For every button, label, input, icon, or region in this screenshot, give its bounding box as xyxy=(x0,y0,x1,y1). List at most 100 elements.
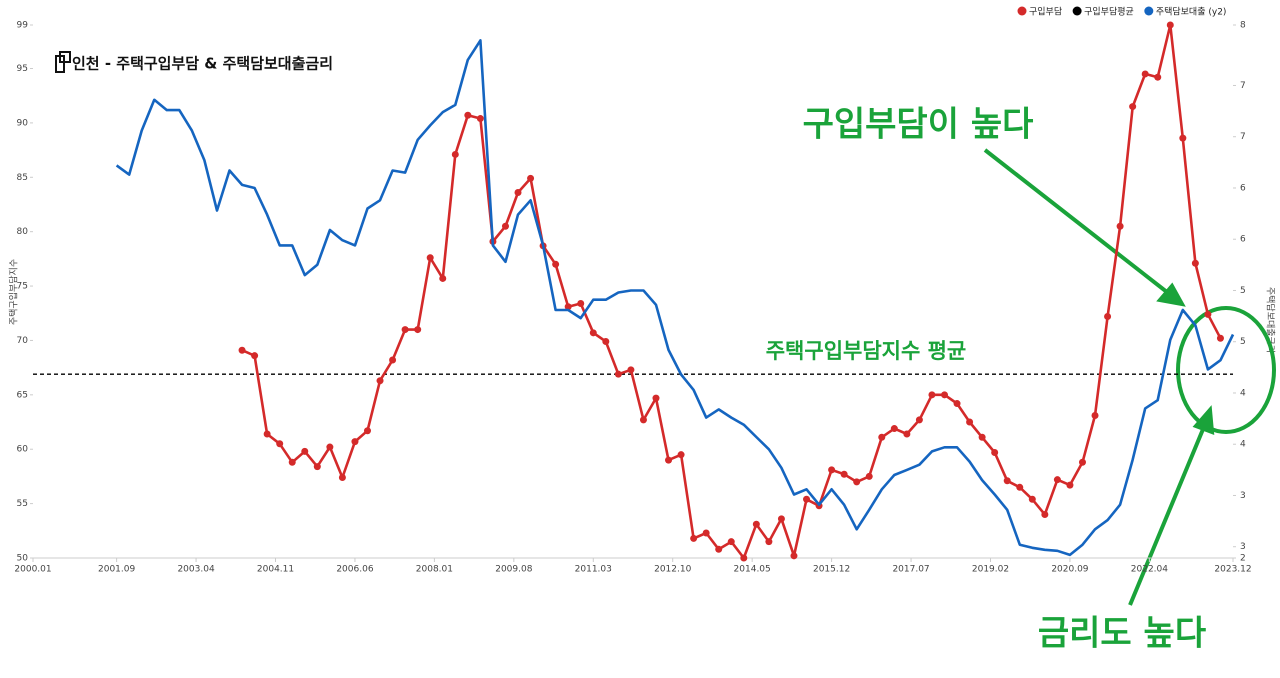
average-label: 주택구입부담지수 평균 xyxy=(766,339,967,363)
x-tick-label: 2023.12 xyxy=(1214,565,1251,575)
point xyxy=(301,447,309,455)
point xyxy=(853,478,861,486)
y2-tick-label: 4 xyxy=(1240,388,1246,398)
point xyxy=(326,443,334,451)
point xyxy=(1166,21,1174,29)
series-line xyxy=(241,23,1222,560)
point xyxy=(338,474,346,482)
title-icon xyxy=(55,51,71,73)
point xyxy=(1129,103,1137,111)
point xyxy=(1028,495,1036,503)
point xyxy=(652,394,660,402)
point xyxy=(313,463,321,471)
point xyxy=(1179,134,1187,142)
y2-tick-label: 6 xyxy=(1240,183,1246,193)
point xyxy=(527,174,535,182)
x-tick-label: 2014.05 xyxy=(734,565,771,575)
point xyxy=(790,552,798,560)
x-tick-label: 2009.08 xyxy=(495,565,532,575)
point xyxy=(589,329,597,337)
point xyxy=(1141,70,1149,78)
point xyxy=(351,438,359,446)
point xyxy=(476,115,484,123)
legend-label: 구입부담평균 xyxy=(1084,6,1134,18)
point xyxy=(627,366,635,374)
y2-tick-label: 3 xyxy=(1240,491,1246,501)
point xyxy=(263,430,271,438)
highlight-circle xyxy=(1176,306,1276,434)
point xyxy=(665,456,673,464)
point xyxy=(1216,334,1224,342)
chart-title: 인천 - 주택구입부담 & 주택담보대출금리 xyxy=(72,55,333,73)
point xyxy=(577,299,585,307)
arrow-head xyxy=(1156,282,1186,307)
y2-tick-label: 8 xyxy=(1240,21,1246,31)
legend: 구입부담 구입부담평균 주택담보대출 (y2) xyxy=(1017,6,1227,18)
point xyxy=(1041,510,1049,518)
x-tick-label: 2020.09 xyxy=(1051,565,1088,575)
x-tick-label: 2017.07 xyxy=(892,565,929,575)
point xyxy=(1154,73,1162,81)
point xyxy=(940,391,948,399)
x-tick-label: 2022.04 xyxy=(1131,565,1168,575)
point xyxy=(828,466,836,474)
point xyxy=(915,416,923,424)
point xyxy=(1066,481,1074,489)
arrow xyxy=(1128,421,1208,606)
point xyxy=(1078,458,1086,466)
point xyxy=(978,433,986,441)
point xyxy=(552,260,560,268)
legend-label: 주택담보대출 (y2) xyxy=(1156,6,1227,18)
point xyxy=(363,427,371,435)
legend-swatch xyxy=(1144,6,1154,16)
point xyxy=(251,352,259,360)
legend-swatch xyxy=(1017,6,1027,16)
x-tick-label: 2006.06 xyxy=(336,565,373,575)
point xyxy=(401,326,409,334)
point xyxy=(464,111,472,119)
point xyxy=(903,430,911,438)
point xyxy=(389,356,397,364)
point xyxy=(276,440,284,448)
point xyxy=(865,472,873,480)
point xyxy=(752,520,760,528)
point xyxy=(890,425,898,433)
x-tick-label: 2001.09 xyxy=(98,565,135,575)
point xyxy=(514,189,522,197)
point xyxy=(1003,477,1011,485)
point xyxy=(1053,476,1061,484)
y-tick-label: 95 xyxy=(17,64,28,74)
point xyxy=(1204,310,1212,318)
annotation: 금리도 높다 xyxy=(1038,614,1206,654)
y2-tick-label: 4 xyxy=(1240,440,1246,450)
point xyxy=(1116,222,1124,230)
point xyxy=(953,400,961,408)
y-tick-label: 80 xyxy=(17,227,29,237)
point xyxy=(928,391,936,399)
point xyxy=(765,538,773,546)
point xyxy=(702,529,710,537)
y-tick-label: 85 xyxy=(17,173,28,183)
annotation: 구입부담이 높다 xyxy=(803,105,1034,145)
point xyxy=(501,222,509,230)
point xyxy=(439,274,447,282)
point xyxy=(288,458,296,466)
point xyxy=(777,515,785,523)
x-tick-label: 2004.11 xyxy=(257,565,294,575)
point xyxy=(414,326,422,334)
y2-tick-label: 2 xyxy=(1240,554,1246,564)
y-tick-label: 65 xyxy=(17,390,28,400)
point xyxy=(614,370,622,378)
x-tick-label: 2015.12 xyxy=(813,565,850,575)
y2-tick-label: 5 xyxy=(1240,337,1246,347)
point xyxy=(451,150,459,158)
y2-tick-label: 6 xyxy=(1240,235,1246,245)
point xyxy=(690,534,698,542)
y-tick-label: 75 xyxy=(17,282,28,292)
arrow-head xyxy=(1192,405,1215,435)
point xyxy=(727,538,735,546)
point xyxy=(740,554,748,562)
point xyxy=(1091,412,1099,420)
y-tick-label: 50 xyxy=(17,554,29,564)
